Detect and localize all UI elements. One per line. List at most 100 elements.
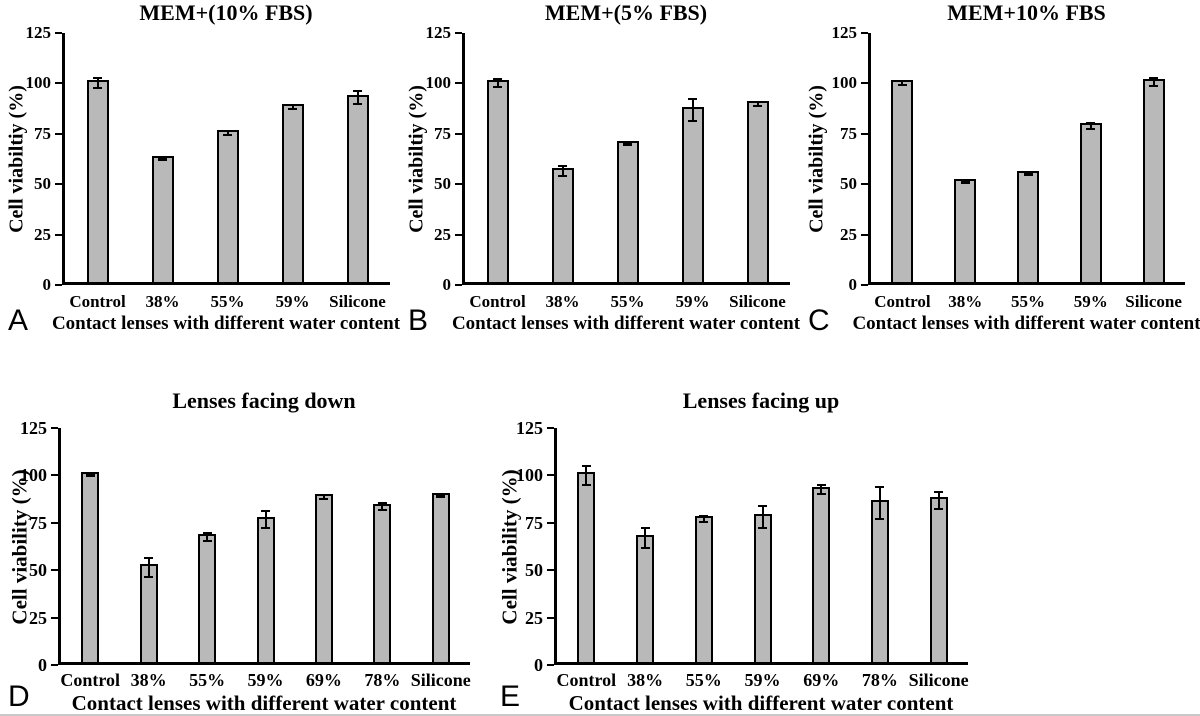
x-tick-label: Control bbox=[60, 670, 121, 690]
plot-area bbox=[462, 33, 790, 285]
y-tick-label: 0 bbox=[38, 655, 47, 675]
y-tick-label: 125 bbox=[25, 23, 52, 42]
bar-59pct bbox=[1079, 122, 1102, 282]
bar-69pct bbox=[314, 494, 333, 662]
y-tick-mark bbox=[51, 427, 58, 429]
y-axis-label: Cell viabiltiy (%) bbox=[405, 85, 428, 233]
panel-letter-E: E bbox=[500, 680, 521, 713]
y-tick-label: 25 bbox=[29, 607, 47, 628]
bar-38pct bbox=[139, 564, 158, 662]
y-tick-label: 25 bbox=[840, 224, 857, 244]
y-tick-label: 125 bbox=[425, 23, 452, 42]
bar-69pct bbox=[812, 486, 831, 662]
y-tick-label: 50 bbox=[29, 560, 47, 581]
x-tick-label: Silicone bbox=[729, 292, 786, 311]
y-axis-label: Cell viability (%) bbox=[497, 468, 522, 625]
chart-title: Lenses facing down bbox=[172, 388, 356, 413]
x-tick-label: 55% bbox=[210, 292, 245, 311]
plot-area bbox=[62, 33, 390, 285]
y-tick-mark bbox=[55, 82, 62, 85]
x-tick-label: 78% bbox=[364, 670, 401, 690]
bar-59pct bbox=[681, 106, 704, 282]
bar-control bbox=[891, 80, 914, 282]
bar-38pct bbox=[151, 156, 174, 282]
bar-59pct bbox=[753, 514, 772, 662]
error-bar bbox=[436, 494, 446, 499]
error-bar bbox=[1023, 172, 1033, 177]
bar-38pct bbox=[954, 179, 977, 282]
x-tick-label: 78% bbox=[861, 670, 898, 690]
bar-control bbox=[86, 80, 109, 282]
error-bar bbox=[223, 129, 232, 136]
y-tick-mark bbox=[51, 569, 58, 572]
x-tick-label: 55% bbox=[685, 670, 722, 690]
y-tick-label: 125 bbox=[831, 23, 858, 42]
error-bar bbox=[758, 504, 767, 530]
bar-78pct bbox=[373, 503, 392, 662]
bar-silicone bbox=[746, 100, 769, 282]
y-tick-label: 100 bbox=[25, 73, 52, 93]
y-tick-label: 0 bbox=[534, 655, 543, 675]
x-tick-label: Silicone bbox=[1125, 292, 1182, 311]
error-bar bbox=[699, 515, 709, 523]
y-axis-label: Cell viabiltiy (%) bbox=[5, 85, 28, 233]
y-tick-mark bbox=[861, 82, 868, 85]
error-bar bbox=[144, 556, 154, 578]
error-bar bbox=[353, 90, 362, 105]
y-tick-mark bbox=[547, 521, 554, 524]
x-tick-label: 38% bbox=[948, 292, 983, 311]
y-tick-mark bbox=[55, 233, 62, 236]
plot-area bbox=[868, 33, 1185, 285]
y-tick-mark bbox=[861, 284, 868, 286]
y-tick-label: 50 bbox=[34, 174, 51, 194]
y-tick-mark bbox=[51, 474, 58, 477]
y-axis-label: Cell viability (%) bbox=[7, 468, 32, 625]
y-tick-label: 75 bbox=[29, 512, 47, 533]
bar-38pct bbox=[636, 534, 655, 662]
plot-area bbox=[58, 428, 470, 665]
bar-silicone bbox=[431, 493, 450, 662]
y-tick-mark bbox=[55, 32, 62, 34]
x-tick-label: 69% bbox=[803, 670, 840, 690]
error-bar bbox=[960, 180, 970, 185]
chart-panel-A: MEM+(10% FBS) Cell viabiltiy (%) 0 25 50 75 10… bbox=[0, 0, 401, 348]
panel-letter-C: C bbox=[808, 304, 830, 337]
chart-title: MEM+10% FBS bbox=[947, 0, 1106, 25]
bar-55pct bbox=[1017, 171, 1039, 282]
chart-title: Lenses facing up bbox=[682, 388, 840, 413]
chart-panel-E: Lenses facing up Cell viability (%) 0 25 50 7… bbox=[490, 380, 990, 716]
x-tick-label: 38% bbox=[145, 292, 180, 311]
error-bar bbox=[816, 483, 826, 496]
y-tick-mark bbox=[455, 183, 462, 186]
y-tick-label: 100 bbox=[831, 73, 858, 93]
y-tick-label: 0 bbox=[42, 275, 52, 294]
y-tick-mark bbox=[547, 474, 554, 477]
error-bar bbox=[623, 141, 632, 146]
error-bar bbox=[377, 501, 387, 512]
error-bar bbox=[581, 464, 591, 486]
chart-title: MEM+(10% FBS) bbox=[139, 0, 313, 25]
bar-control bbox=[577, 472, 596, 662]
error-bar bbox=[1149, 77, 1159, 88]
x-tick-label: 38% bbox=[130, 670, 167, 690]
y-tick-label: 75 bbox=[840, 123, 857, 143]
error-bar bbox=[897, 80, 907, 87]
x-tick-label: Silicone bbox=[329, 292, 386, 311]
y-tick-mark bbox=[55, 183, 62, 186]
y-tick-mark bbox=[455, 284, 462, 286]
chart-panel-D: Lenses facing down Cell viability (%) 0 25 5… bbox=[0, 380, 485, 716]
panel-letter-D: D bbox=[8, 680, 30, 713]
y-tick-label: 75 bbox=[434, 123, 451, 143]
x-tick-label: 59% bbox=[675, 292, 710, 311]
x-axis-label: Contact lenses with different water cont… bbox=[71, 691, 457, 715]
x-tick-label: 38% bbox=[545, 292, 580, 311]
bar-59pct bbox=[256, 516, 275, 662]
y-tick-label: 25 bbox=[434, 224, 451, 244]
bar-silicone bbox=[1142, 79, 1165, 282]
error-bar bbox=[875, 485, 885, 521]
y-tick-label: 50 bbox=[840, 174, 857, 194]
x-tick-label: 55% bbox=[1011, 292, 1045, 311]
error-bar bbox=[261, 510, 270, 530]
chart-panel-B: MEM+(5% FBS) Cell viabiltiy (%) 0 25 50 75 100… bbox=[400, 0, 801, 348]
